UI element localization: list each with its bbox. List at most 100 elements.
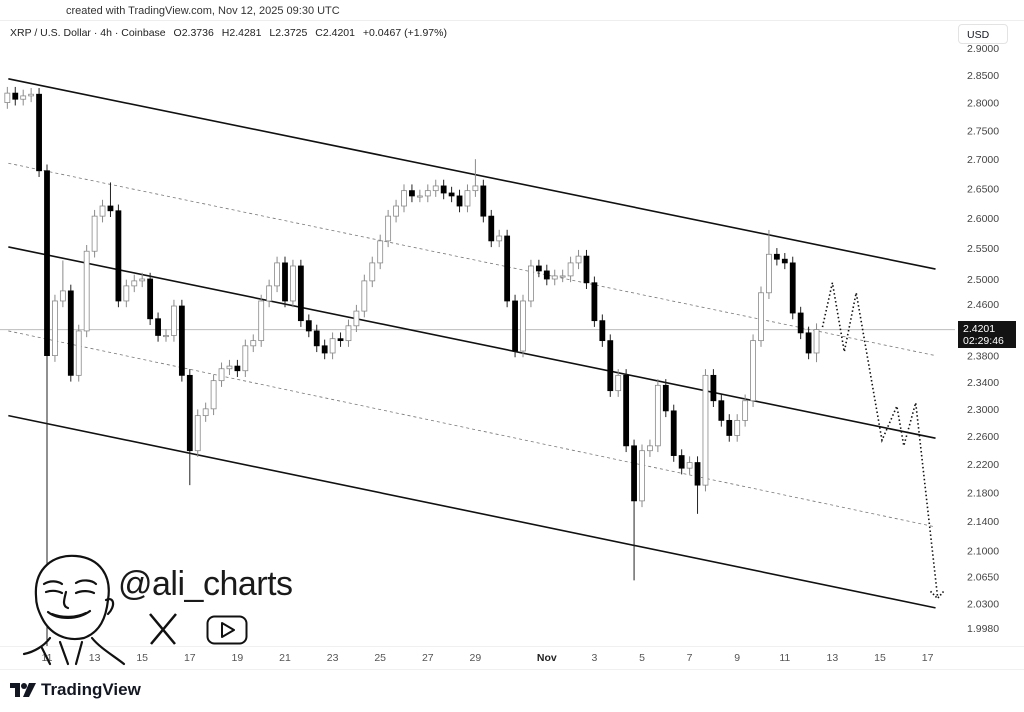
candle[interactable] bbox=[639, 444, 645, 508]
candle[interactable] bbox=[615, 369, 622, 397]
candle[interactable] bbox=[91, 209, 98, 258]
candle[interactable] bbox=[75, 324, 82, 382]
candle[interactable] bbox=[416, 189, 423, 203]
candle[interactable] bbox=[480, 179, 487, 223]
candle[interactable] bbox=[686, 456, 693, 475]
candle[interactable] bbox=[472, 159, 479, 197]
candle[interactable] bbox=[218, 362, 225, 387]
candle[interactable] bbox=[155, 312, 161, 342]
candle[interactable] bbox=[647, 439, 653, 457]
candle[interactable] bbox=[670, 404, 677, 462]
channel-line-solid[interactable] bbox=[8, 414, 936, 609]
candle[interactable] bbox=[36, 88, 42, 177]
time-axis[interactable] bbox=[0, 646, 1024, 669]
channel-line-dashed[interactable] bbox=[8, 330, 936, 528]
candle[interactable] bbox=[623, 369, 630, 453]
channel-line-solid[interactable] bbox=[8, 78, 936, 270]
candle[interactable] bbox=[115, 204, 122, 308]
candle[interactable] bbox=[107, 182, 114, 218]
candle[interactable] bbox=[559, 269, 566, 283]
candle[interactable] bbox=[202, 402, 209, 422]
candle[interactable] bbox=[488, 209, 495, 248]
candle[interactable] bbox=[305, 314, 312, 338]
candle[interactable] bbox=[123, 279, 130, 308]
channel-line-dashed[interactable] bbox=[8, 162, 936, 356]
candle[interactable] bbox=[290, 259, 296, 308]
candle[interactable] bbox=[813, 323, 820, 363]
candle[interactable] bbox=[456, 189, 463, 213]
candle[interactable] bbox=[139, 272, 146, 288]
candle[interactable] bbox=[337, 332, 344, 347]
candle[interactable] bbox=[694, 456, 701, 514]
candle[interactable] bbox=[758, 286, 764, 347]
candle[interactable] bbox=[496, 229, 503, 248]
candle[interactable] bbox=[131, 274, 138, 293]
candle[interactable] bbox=[163, 329, 169, 342]
candle[interactable] bbox=[440, 179, 447, 200]
candle[interactable] bbox=[282, 256, 288, 308]
channel-line-solid[interactable] bbox=[8, 246, 936, 440]
candle[interactable] bbox=[83, 245, 90, 338]
candle[interactable] bbox=[607, 334, 614, 397]
candle[interactable] bbox=[28, 88, 35, 103]
candle[interactable] bbox=[766, 229, 772, 300]
candle[interactable] bbox=[551, 269, 558, 286]
candle[interactable] bbox=[234, 359, 241, 377]
candle[interactable] bbox=[4, 86, 11, 109]
currency-button[interactable]: USD bbox=[958, 24, 1008, 44]
candle[interactable] bbox=[591, 276, 598, 327]
candle[interactable] bbox=[210, 374, 217, 416]
candle[interactable] bbox=[369, 256, 376, 288]
candle[interactable] bbox=[520, 294, 526, 358]
candle[interactable] bbox=[409, 184, 415, 203]
candle[interactable] bbox=[773, 248, 780, 266]
candle[interactable] bbox=[250, 334, 257, 353]
candle[interactable] bbox=[464, 184, 471, 213]
candle[interactable] bbox=[321, 339, 328, 360]
candle[interactable] bbox=[512, 294, 518, 358]
candle[interactable] bbox=[242, 339, 249, 377]
candle[interactable] bbox=[543, 264, 550, 286]
candle[interactable] bbox=[147, 272, 154, 325]
candle[interactable] bbox=[393, 199, 399, 223]
candle[interactable] bbox=[750, 334, 756, 407]
candle[interactable] bbox=[654, 379, 661, 453]
candle[interactable] bbox=[353, 304, 360, 333]
plot-area[interactable] bbox=[0, 78, 955, 650]
candle[interactable] bbox=[797, 306, 804, 340]
candle[interactable] bbox=[575, 249, 582, 270]
chart-pane[interactable]: 2.9000 2.8500 2.8000 2.7500 2.7000 2.6500 2.60… bbox=[0, 20, 1024, 671]
candle[interactable] bbox=[599, 314, 606, 347]
candle[interactable] bbox=[329, 332, 336, 360]
symbol-name[interactable]: XRP / U.S. Dollar · 4h · Coinbase bbox=[10, 27, 166, 39]
candle[interactable] bbox=[59, 260, 66, 308]
candle[interactable] bbox=[266, 279, 273, 308]
candle[interactable] bbox=[361, 274, 368, 318]
candle[interactable] bbox=[504, 229, 511, 308]
candle[interactable] bbox=[377, 234, 384, 270]
candle[interactable] bbox=[258, 294, 265, 347]
candle[interactable] bbox=[718, 394, 725, 427]
candle[interactable] bbox=[194, 409, 201, 457]
candle[interactable] bbox=[171, 299, 177, 342]
candle[interactable] bbox=[805, 326, 812, 360]
candle[interactable] bbox=[734, 414, 741, 442]
candle[interactable] bbox=[401, 184, 407, 213]
candle[interactable] bbox=[12, 86, 19, 106]
candle[interactable] bbox=[710, 369, 717, 407]
candle[interactable] bbox=[226, 359, 233, 375]
projection-path[interactable] bbox=[821, 282, 939, 597]
candle[interactable] bbox=[297, 259, 304, 327]
candle[interactable] bbox=[583, 249, 590, 289]
candle[interactable] bbox=[67, 284, 74, 382]
candle[interactable] bbox=[424, 184, 431, 203]
candle[interactable] bbox=[726, 414, 733, 442]
price-chart[interactable]: 2.9000 2.8500 2.8000 2.7500 2.7000 2.6500 2.60… bbox=[0, 21, 1024, 671]
candle[interactable] bbox=[567, 256, 574, 283]
candle[interactable] bbox=[385, 209, 392, 248]
candle[interactable] bbox=[781, 252, 788, 270]
candle[interactable] bbox=[662, 379, 669, 418]
candle[interactable] bbox=[631, 439, 637, 581]
candle[interactable] bbox=[345, 319, 352, 347]
candle[interactable] bbox=[52, 294, 58, 362]
